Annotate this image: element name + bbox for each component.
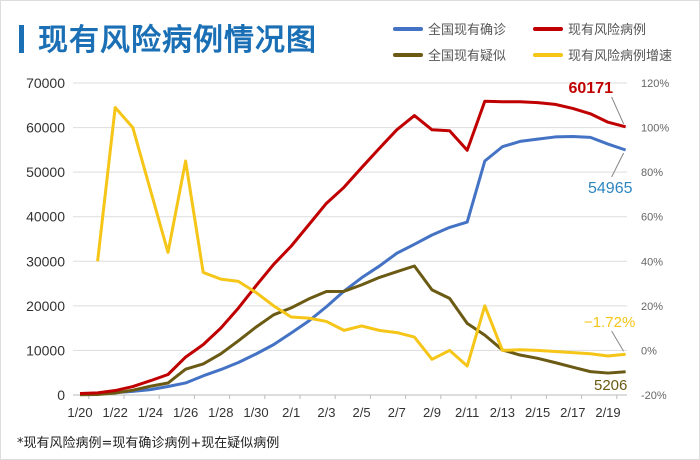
x-tick-label: 1/28 (208, 405, 233, 420)
series-line-2 (79, 264, 626, 397)
y-left-tick-label: 50000 (26, 164, 65, 180)
x-tick-label: 2/7 (388, 405, 406, 420)
y-right-tick-label: 0% (641, 345, 657, 357)
legend-swatch (533, 52, 563, 57)
legend-swatch (393, 52, 423, 57)
legend-item: 现有风险病例增速 (533, 45, 693, 64)
x-tick-label: 1/24 (138, 405, 163, 420)
x-tick-label: 2/19 (595, 405, 620, 420)
series-line-3 (96, 106, 626, 368)
x-tick-label: 1/22 (103, 405, 128, 420)
legend: 全国现有确诊 现有风险病例 全国现有疑似 现有风险病例增速 (393, 19, 693, 64)
y-left-tick-label: 40000 (26, 209, 65, 225)
legend-label: 全国现有疑似 (428, 49, 507, 64)
y-left-tick-label: 20000 (26, 298, 65, 314)
annotation-leader (611, 152, 625, 178)
y-left-tick-label: 60000 (26, 120, 65, 136)
y-left-tick-label: 70000 (26, 75, 65, 91)
x-tick-label: 1/26 (173, 405, 198, 420)
legend-swatch (533, 26, 563, 31)
y-right-tick-label: 100% (641, 123, 669, 135)
footnote: *现有风险病例=现有确诊病例+现在疑似病例 (17, 436, 280, 451)
legend-item: 现有风险病例 (533, 19, 693, 38)
y-right-tick-label: 40% (641, 256, 663, 268)
y-left-tick-label: 0 (57, 387, 65, 403)
y-right-tick-label: 80% (641, 167, 663, 179)
y-right-tick-label: 60% (641, 212, 663, 224)
x-tick-label: 1/20 (67, 405, 92, 420)
x-tick-label: 1/30 (243, 405, 268, 420)
annotation-leader (611, 96, 625, 125)
x-tick-label: 2/13 (490, 405, 515, 420)
annotation-label: 60171 (569, 80, 614, 97)
x-tick-label: 2/15 (525, 405, 550, 420)
y-left-tick-label: 10000 (26, 342, 65, 358)
x-tick-label: 2/1 (282, 405, 300, 420)
legend-item: 全国现有确诊 (393, 19, 533, 38)
series-line-1 (79, 99, 626, 395)
x-tick-label: 2/17 (560, 405, 585, 420)
annotation-label: 54965 (588, 180, 633, 197)
y-right-tick-label: -20% (641, 390, 667, 402)
title-accent-bar (19, 25, 24, 53)
legend-item: 全国现有疑似 (393, 45, 533, 64)
x-tick-label: 2/5 (353, 405, 371, 420)
legend-label: 现有风险病例增速 (568, 49, 673, 64)
legend-label: 全国现有确诊 (428, 23, 507, 38)
chart-title-text: 现有风险病例情况图 (38, 23, 317, 58)
annotation-label: 5206 (594, 377, 627, 394)
y-right-tick-label: 20% (641, 301, 663, 313)
x-tick-label: 2/3 (317, 405, 335, 420)
y-right-tick-label: 120% (641, 78, 669, 90)
x-tick-label: 2/9 (423, 405, 441, 420)
series-line-0 (79, 134, 627, 396)
annotation-label: −1.72% (584, 314, 635, 331)
legend-swatch (393, 26, 423, 31)
annotation-leader (611, 330, 625, 352)
legend-label: 现有风险病例 (568, 23, 647, 38)
chart-title: 现有风险病例情况图 (19, 15, 317, 59)
y-left-tick-label: 30000 (26, 253, 65, 269)
x-tick-label: 2/11 (455, 405, 479, 420)
